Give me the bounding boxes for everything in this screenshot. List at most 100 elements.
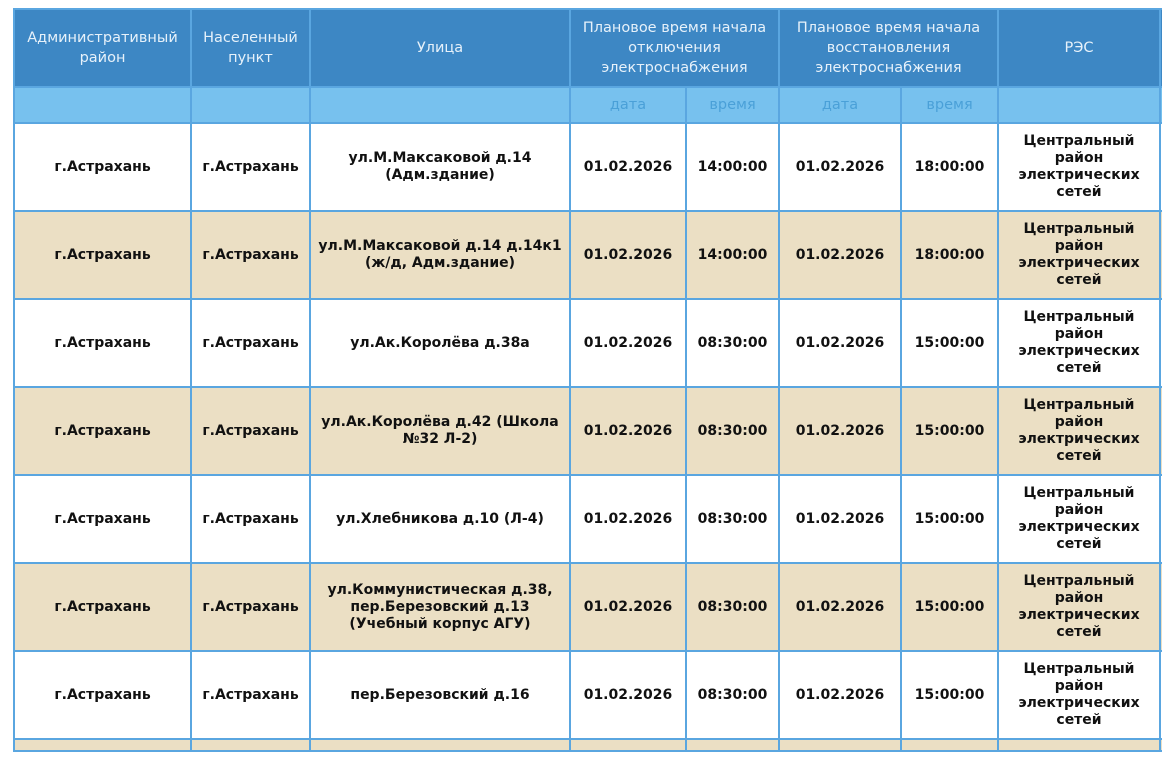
cell-off-time: 14:00:00 — [685, 210, 780, 300]
cell-off-date: 01.02.2026 — [569, 474, 687, 564]
cell-off-time: 08:30:00 — [685, 386, 780, 476]
subheader-empty — [13, 86, 192, 124]
table-row-partial — [13, 738, 1162, 752]
cell-settlement: г.Астрахань — [190, 298, 311, 388]
cell-on-time: 15:00:00 — [900, 474, 999, 564]
cell-off-time: 08:30:00 — [685, 650, 780, 740]
header-restore-start: Плановое время начала восстановления эле… — [778, 8, 999, 88]
cell-on-time: 18:00:00 — [900, 210, 999, 300]
cell-off-date: 01.02.2026 — [569, 210, 687, 300]
subheader-on-date: дата — [778, 86, 902, 124]
cell-settlement: г.Астрахань — [190, 386, 311, 476]
cell-empty — [1159, 738, 1162, 752]
cell-off-date: 01.02.2026 — [569, 650, 687, 740]
cell-res: Центральный район электрических сетей — [997, 650, 1161, 740]
cell-on-time: 18:00:00 — [900, 122, 999, 212]
cell-street: ул.М.Максаковой д.14 д.14к1 (ж/д, Адм.зд… — [309, 210, 571, 300]
table-row: г.Астрахань г.Астрахань ул.Коммунистическа… — [13, 562, 1162, 652]
subheader-off-date: дата — [569, 86, 687, 124]
table-row: г.Астрахань г.Астрахань ул.Ак.Королёва д.4… — [13, 386, 1162, 476]
cell-on-date: 01.02.2026 — [778, 210, 902, 300]
cell-on-time: 15:00:00 — [900, 562, 999, 652]
header-res: РЭС — [997, 8, 1161, 88]
cell-settlement: г.Астрахань — [190, 562, 311, 652]
table-row: г.Астрахань г.Астрахань пер.Березовский д.… — [13, 650, 1162, 740]
cell-on-date: 01.02.2026 — [778, 650, 902, 740]
table-row: г.Астрахань г.Астрахань ул.М.Максаковой д.… — [13, 122, 1162, 212]
cell-off-date: 01.02.2026 — [569, 386, 687, 476]
cell-district: г.Астрахань — [13, 210, 192, 300]
cell-settlement: г.Астрахань — [190, 122, 311, 212]
cell-on-date: 01.02.2026 — [778, 298, 902, 388]
cell-res: Центральный район электрических сетей — [997, 298, 1161, 388]
cell-empty — [190, 738, 311, 752]
cell-empty — [997, 738, 1161, 752]
cell-district: г.Астрахань — [13, 562, 192, 652]
cell-street: ул.Ак.Королёва д.38а — [309, 298, 571, 388]
cell-on-date: 01.02.2026 — [778, 386, 902, 476]
cell-off-time: 14:00:00 — [685, 122, 780, 212]
subheader-empty — [309, 86, 571, 124]
cell-res: Центральный район электрических сетей — [997, 474, 1161, 564]
cell-empty — [778, 738, 902, 752]
subheader-on-time: время — [900, 86, 999, 124]
cell-off-date: 01.02.2026 — [569, 298, 687, 388]
cell-district: г.Астрахань — [13, 298, 192, 388]
cell-off-time: 08:30:00 — [685, 298, 780, 388]
cell-res: Центральный район электрических сетей — [997, 210, 1161, 300]
cell-off-time: 08:30:00 — [685, 562, 780, 652]
subheader-row: дата время дата время — [13, 86, 1162, 124]
cell-street: ул.М.Максаковой д.14 (Адм.здание) — [309, 122, 571, 212]
cell-res: Центральный район электрических сетей — [997, 386, 1161, 476]
cell-street: ул.Хлебникова д.10 (Л-4) — [309, 474, 571, 564]
header-district: Административный район — [13, 8, 192, 88]
header-row: Административный район Населенный пункт … — [13, 8, 1162, 88]
cell-on-time: 15:00:00 — [900, 298, 999, 388]
cell-empty — [900, 738, 999, 752]
cell-district: г.Астрахань — [13, 650, 192, 740]
cell-on-time: 15:00:00 — [900, 650, 999, 740]
cell-extra — [1159, 122, 1162, 212]
table-row: г.Астрахань г.Астрахань ул.М.Максаковой д.… — [13, 210, 1162, 300]
cell-extra — [1159, 298, 1162, 388]
cell-street: ул.Коммунистическая д.38, пер.Березовски… — [309, 562, 571, 652]
cell-off-date: 01.02.2026 — [569, 562, 687, 652]
cell-extra — [1159, 650, 1162, 740]
header-off-start: Плановое время начала отключения электро… — [569, 8, 780, 88]
cell-settlement: г.Астрахань — [190, 650, 311, 740]
cell-extra — [1159, 210, 1162, 300]
cell-district: г.Астрахань — [13, 474, 192, 564]
table-row: г.Астрахань г.Астрахань ул.Хлебникова д.10… — [13, 474, 1162, 564]
cell-street: пер.Березовский д.16 — [309, 650, 571, 740]
header-street: Улица — [309, 8, 571, 88]
header-extra — [1159, 8, 1162, 88]
cell-on-date: 01.02.2026 — [778, 474, 902, 564]
cell-district: г.Астрахань — [13, 386, 192, 476]
outage-table-container: Административный район Населенный пункт … — [13, 8, 1162, 752]
cell-street: ул.Ак.Королёва д.42 (Школа №32 Л-2) — [309, 386, 571, 476]
cell-extra — [1159, 562, 1162, 652]
subheader-empty — [997, 86, 1161, 124]
cell-district: г.Астрахань — [13, 122, 192, 212]
cell-empty — [569, 738, 687, 752]
cell-off-date: 01.02.2026 — [569, 122, 687, 212]
subheader-empty — [190, 86, 311, 124]
cell-on-date: 01.02.2026 — [778, 562, 902, 652]
cell-empty — [309, 738, 571, 752]
cell-on-date: 01.02.2026 — [778, 122, 902, 212]
cell-settlement: г.Астрахань — [190, 474, 311, 564]
cell-on-time: 15:00:00 — [900, 386, 999, 476]
cell-settlement: г.Астрахань — [190, 210, 311, 300]
header-settlement: Населенный пункт — [190, 8, 311, 88]
cell-res: Центральный район электрических сетей — [997, 562, 1161, 652]
cell-extra — [1159, 474, 1162, 564]
table-row: г.Астрахань г.Астрахань ул.Ак.Королёва д.3… — [13, 298, 1162, 388]
cell-res: Центральный район электрических сетей — [997, 122, 1161, 212]
subheader-off-time: время — [685, 86, 780, 124]
cell-empty — [13, 738, 192, 752]
cell-empty — [685, 738, 780, 752]
outage-table: Административный район Населенный пункт … — [13, 8, 1162, 752]
cell-off-time: 08:30:00 — [685, 474, 780, 564]
subheader-empty — [1159, 86, 1162, 124]
cell-extra — [1159, 386, 1162, 476]
